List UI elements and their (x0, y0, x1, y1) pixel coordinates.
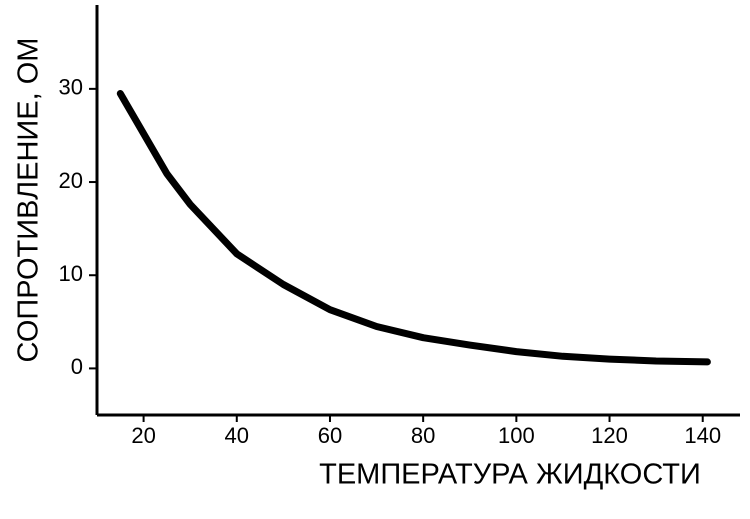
curve (116, 90, 711, 366)
x-tick-label: 80 (411, 423, 435, 448)
x-tick-label: 40 (225, 423, 249, 448)
y-axis-title: СОПРОТИВЛЕНИЕ, ОМ (13, 38, 45, 363)
x-tick-label: 140 (684, 423, 721, 448)
x-tick-label: 120 (591, 423, 628, 448)
y-tick-label: 30 (59, 75, 83, 100)
y-tick-label: 20 (59, 168, 83, 193)
y-tick-label: 0 (71, 354, 83, 379)
x-axis-title: ТЕМПЕРАТУРА ЖИДКОСТИ (319, 459, 701, 491)
x-tick-label: 100 (498, 423, 535, 448)
y-tick-label: 10 (59, 261, 83, 286)
x-tick-label: 20 (131, 423, 155, 448)
x-tick-label: 60 (318, 423, 342, 448)
